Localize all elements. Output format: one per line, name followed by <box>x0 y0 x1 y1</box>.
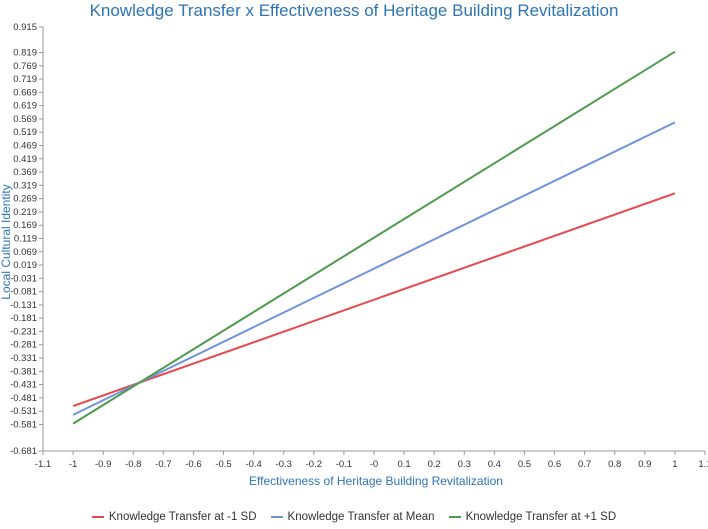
legend-item: Knowledge Transfer at Mean <box>270 511 435 523</box>
y-tick-label: -0.331 <box>10 353 37 364</box>
y-tick-label: -0.281 <box>10 340 37 351</box>
y-tick-label: -0.531 <box>10 406 37 417</box>
x-tick-label: -0.2 <box>306 459 322 470</box>
y-tick-label: 0.169 <box>13 220 37 231</box>
y-tick-label: 0.619 <box>13 101 37 112</box>
x-tick-label: -0.8 <box>125 459 141 470</box>
y-tick-label: 0.119 <box>14 233 37 244</box>
y-tick-label: 0.819 <box>13 48 37 59</box>
y-tick-label: -0.581 <box>10 419 37 430</box>
legend-item: Knowledge Transfer at -1 SD <box>91 511 257 523</box>
x-tick-label: -0.3 <box>276 459 292 470</box>
y-tick-label: -0.081 <box>10 287 37 298</box>
x-tick-label: -1.1 <box>35 459 51 470</box>
x-tick-label: 0.3 <box>458 459 471 470</box>
series-line <box>72 192 676 408</box>
x-axis-title: Effectiveness of Heritage Building Revit… <box>249 474 503 488</box>
series-lines <box>72 50 676 425</box>
y-tick-label: -0.481 <box>10 393 37 404</box>
y-tick-label: 0.269 <box>13 194 37 205</box>
legend-label: Knowledge Transfer at Mean <box>287 511 435 523</box>
legend-swatch <box>448 516 461 518</box>
y-tick-label: -0.681 <box>10 446 37 457</box>
y-tick-label: 0.669 <box>13 87 37 98</box>
y-tick-label: -0.181 <box>10 313 37 324</box>
y-tick-label: -0.031 <box>10 273 37 284</box>
x-tick-label: -0.7 <box>155 459 171 470</box>
x-tick-label: 0.1 <box>397 459 410 470</box>
x-tick-label: -0.5 <box>215 459 231 470</box>
chart-title: Knowledge Transfer x Effectiveness of He… <box>89 1 619 20</box>
x-tick-label: 0.7 <box>578 459 591 470</box>
y-tick-label: 0.719 <box>13 74 37 85</box>
series-line <box>72 50 676 425</box>
x-tick-label: -0.9 <box>95 459 111 470</box>
y-tick-label: 0.069 <box>13 247 37 258</box>
y-axis-title: Local Cultural Identity <box>0 184 13 299</box>
y-tick-label: 0.419 <box>13 154 37 165</box>
x-tick-label: -0 <box>370 459 378 470</box>
y-tick-label: -0.231 <box>10 326 37 337</box>
y-tick-label: 0.469 <box>13 140 37 151</box>
y-tick-label: 0.915 <box>13 22 37 33</box>
legend-item: Knowledge Transfer at +1 SD <box>448 511 617 523</box>
y-tick-label: 0.769 <box>13 61 37 72</box>
legend-swatch <box>91 516 104 518</box>
series-line <box>72 121 676 416</box>
x-tick-label: -0.1 <box>336 459 352 470</box>
x-tick-label: 0.6 <box>548 459 561 470</box>
legend-swatch <box>270 516 283 518</box>
legend-label: Knowledge Transfer at +1 SD <box>465 511 617 523</box>
x-tick-label: 0.4 <box>488 459 501 470</box>
legend: Knowledge Transfer at -1 SD Knowledge Tr… <box>0 508 708 526</box>
y-tick-label: 0.319 <box>13 180 37 191</box>
x-tick-label: 1.1 <box>698 459 708 470</box>
y-tick-label: -0.131 <box>10 300 37 311</box>
x-tick-label: -1 <box>69 459 77 470</box>
x-tick-label: 0.5 <box>518 459 531 470</box>
y-tick-label: 0.519 <box>13 127 37 138</box>
axes: -1.1 -1 -0.9 -0.8 -0.7 -0.6 -0.5 -0.4 -0.3 -0.2 -0… <box>10 22 708 470</box>
x-tick-label: 0.2 <box>428 459 441 470</box>
x-tick-label: -0.4 <box>245 459 261 470</box>
y-tick-label: -0.381 <box>10 366 37 377</box>
x-tick-label: 0.8 <box>608 459 621 470</box>
x-tick-label: 1 <box>672 459 677 470</box>
legend-label: Knowledge Transfer at -1 SD <box>108 511 257 523</box>
y-tick-label: 0.569 <box>13 114 37 125</box>
y-tick-label: 0.219 <box>13 207 37 218</box>
x-tick-label: 0.9 <box>638 459 651 470</box>
y-tick-label: 0.369 <box>13 167 37 178</box>
y-tick-label: 0.019 <box>13 260 37 271</box>
x-tick-label: -0.6 <box>185 459 201 470</box>
y-tick-label: -0.431 <box>10 380 37 391</box>
